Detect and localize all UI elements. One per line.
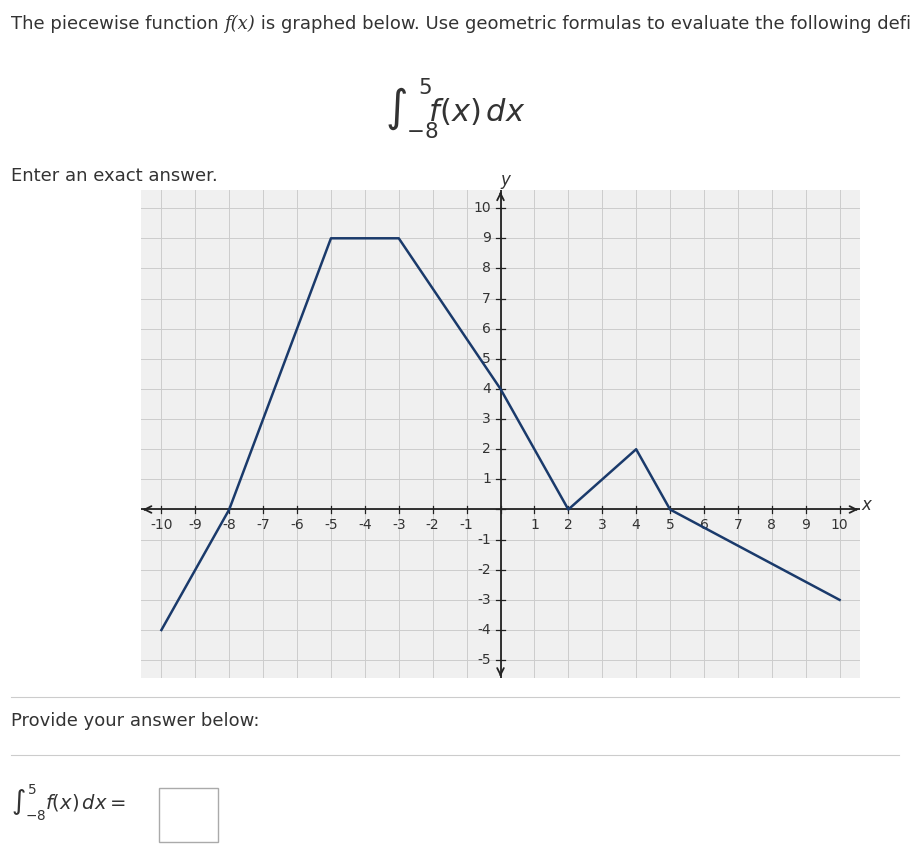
Text: 3: 3 — [482, 412, 491, 426]
Text: 2: 2 — [482, 442, 491, 456]
Text: 1: 1 — [530, 518, 539, 532]
Text: 6: 6 — [482, 321, 491, 336]
Text: -9: -9 — [188, 518, 202, 532]
Text: 5: 5 — [482, 352, 491, 365]
Text: -6: -6 — [290, 518, 304, 532]
Text: -3: -3 — [478, 593, 491, 607]
Text: -5: -5 — [478, 653, 491, 667]
Text: -1: -1 — [477, 532, 491, 547]
Text: 4: 4 — [482, 382, 491, 396]
Text: 1: 1 — [482, 473, 491, 486]
Text: -7: -7 — [257, 518, 270, 532]
Text: -5: -5 — [324, 518, 338, 532]
Text: 8: 8 — [767, 518, 776, 532]
Text: -10: -10 — [150, 518, 173, 532]
Text: -2: -2 — [426, 518, 440, 532]
Text: is graphed below. Use geometric formulas to evaluate the following definite inte: is graphed below. Use geometric formulas… — [255, 16, 910, 33]
Text: -3: -3 — [392, 518, 406, 532]
Text: -2: -2 — [478, 562, 491, 577]
Text: 3: 3 — [598, 518, 607, 532]
Text: -8: -8 — [222, 518, 236, 532]
Text: 6: 6 — [700, 518, 708, 532]
Text: x: x — [862, 496, 872, 514]
Text: 5: 5 — [666, 518, 674, 532]
Text: 7: 7 — [733, 518, 743, 532]
Text: 9: 9 — [802, 518, 810, 532]
Text: 7: 7 — [482, 291, 491, 306]
Text: y: y — [501, 170, 511, 188]
Text: -4: -4 — [358, 518, 371, 532]
Text: -4: -4 — [478, 623, 491, 637]
Text: -1: -1 — [460, 518, 473, 532]
Text: Enter an exact answer.: Enter an exact answer. — [11, 168, 217, 185]
Text: 9: 9 — [482, 232, 491, 245]
Text: 2: 2 — [564, 518, 572, 532]
Text: 10: 10 — [831, 518, 848, 532]
Text: f(x): f(x) — [224, 16, 255, 34]
FancyBboxPatch shape — [159, 788, 218, 842]
Text: 4: 4 — [632, 518, 641, 532]
Text: 10: 10 — [473, 201, 491, 215]
Text: $\int_{-8}^{5} f(x)\,dx =$: $\int_{-8}^{5} f(x)\,dx =$ — [11, 783, 126, 823]
Text: Provide your answer below:: Provide your answer below: — [11, 712, 259, 729]
Text: The piecewise function: The piecewise function — [11, 16, 224, 33]
Text: $\int_{-8}^{\ 5} \!\! f(x)\,dx$: $\int_{-8}^{\ 5} \!\! f(x)\,dx$ — [385, 76, 525, 141]
Text: 8: 8 — [482, 262, 491, 276]
